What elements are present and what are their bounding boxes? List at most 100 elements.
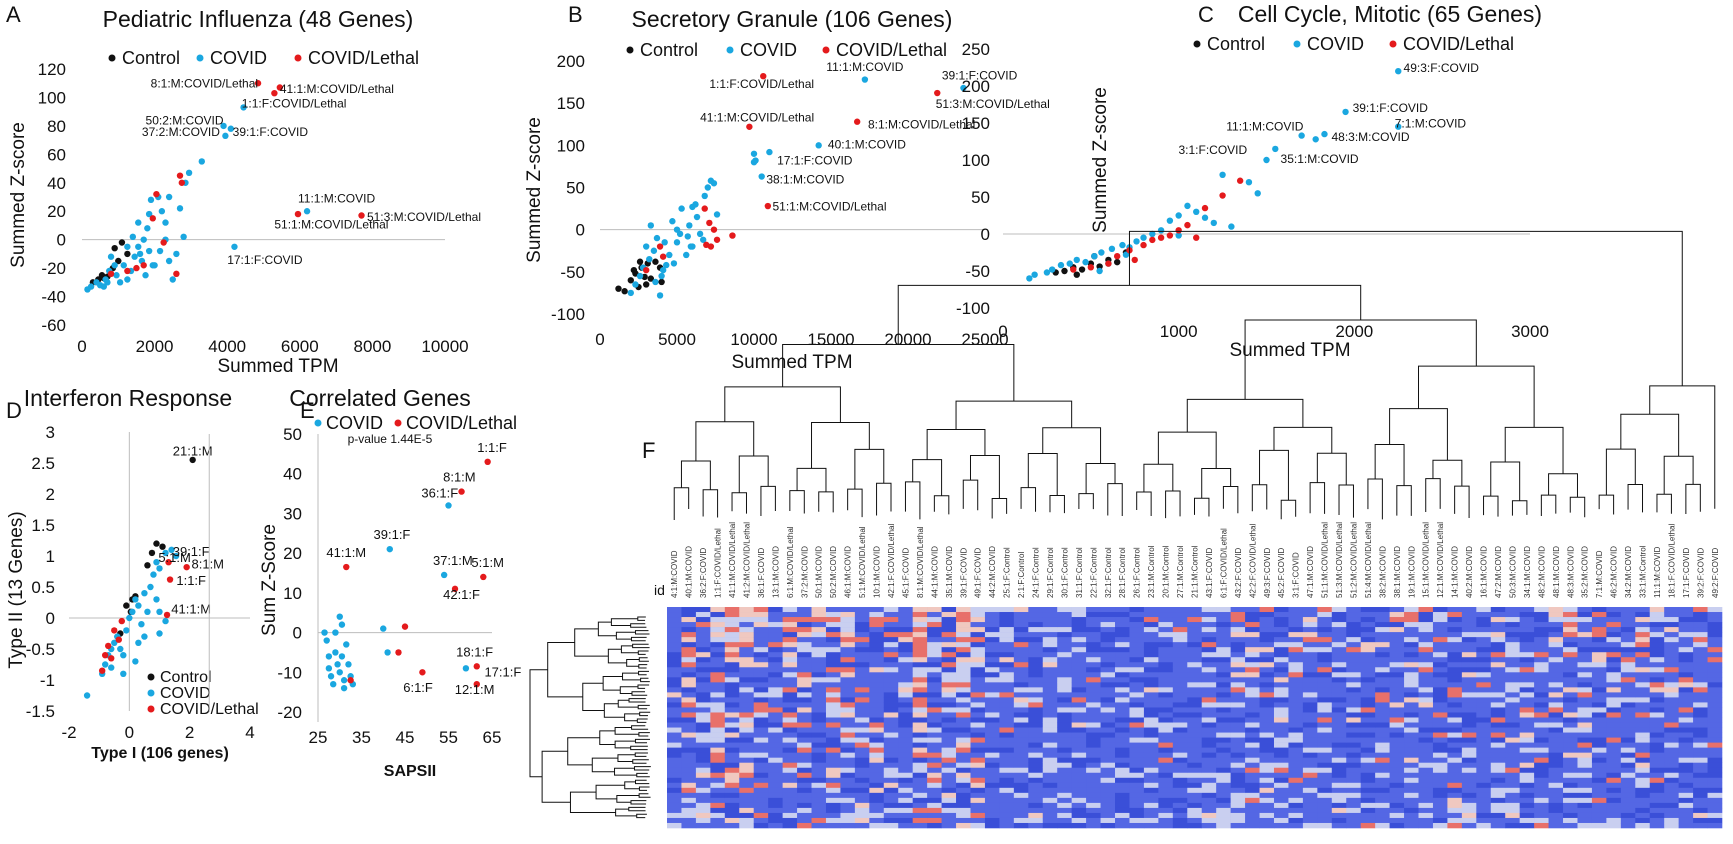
heatmap-cell	[1678, 707, 1694, 713]
heatmap-cell	[1086, 767, 1101, 774]
data-point-lethal	[1070, 266, 1077, 273]
heatmap-cell	[1230, 707, 1246, 713]
heatmap-cell	[1664, 627, 1679, 633]
heatmap-cell	[883, 737, 899, 743]
heatmap-cell	[1606, 797, 1622, 804]
heatmap-cell	[681, 612, 697, 618]
heatmap-cell	[883, 777, 899, 784]
data-point-covid	[340, 677, 348, 684]
heatmap-cell	[724, 697, 740, 703]
heatmap-cell	[1664, 752, 1679, 758]
heatmap-cell	[1115, 727, 1130, 733]
heatmap-cell	[1187, 667, 1203, 673]
heatmap-cell	[1620, 607, 1636, 613]
heatmap-cell	[811, 672, 827, 678]
heatmap-cell	[1115, 737, 1130, 743]
heatmap-cell	[710, 822, 726, 829]
heatmap-cell	[1143, 662, 1159, 668]
heatmap-cell	[1172, 662, 1188, 668]
heatmap-cell	[984, 712, 1000, 718]
heatmap-cell	[825, 747, 841, 753]
heatmap-cell	[1216, 632, 1231, 638]
heatmap-cell	[1461, 792, 1477, 799]
heatmap-cell	[1505, 732, 1520, 738]
data-point-covid	[120, 262, 127, 269]
heatmap-cell	[912, 617, 928, 623]
heatmap-cell	[753, 777, 769, 784]
heatmap-cell	[912, 677, 928, 683]
heatmap-cell	[739, 682, 755, 688]
legend-marker-control	[1193, 40, 1201, 48]
heatmap-cell	[825, 727, 841, 733]
heatmap-cell	[1693, 697, 1708, 703]
heatmap-cell	[1115, 722, 1130, 728]
heatmap-cell	[1129, 717, 1145, 723]
heatmap-cell	[1158, 607, 1174, 613]
heatmap-cell	[1302, 642, 1318, 648]
dendrogram-branch	[1598, 494, 1615, 515]
heatmap-cell	[1158, 792, 1174, 799]
heatmap-cell	[1461, 737, 1477, 743]
heatmap-cell	[1273, 637, 1289, 643]
heatmap-cell	[1432, 762, 1448, 769]
heatmap-cell	[1693, 617, 1708, 623]
dendrogram-branch	[854, 448, 885, 490]
x-tick-label: 0	[998, 322, 1007, 341]
heatmap-cell	[1331, 712, 1347, 718]
heatmap-cell	[1346, 727, 1361, 733]
point-annotation: 41:1:M	[171, 602, 211, 617]
heatmap-cell	[1418, 722, 1434, 728]
heatmap-cell	[1432, 677, 1448, 683]
heatmap-cell	[912, 737, 928, 743]
heatmap-column-label: 38:1:M:COVID	[1393, 546, 1402, 598]
heatmap-cell	[1649, 652, 1665, 658]
heatmap-cell	[1519, 657, 1535, 663]
heatmap-cell	[1360, 757, 1376, 764]
heatmap-cell	[1375, 697, 1390, 703]
heatmap-cell	[1606, 652, 1622, 658]
heatmap-cell	[797, 702, 812, 708]
heatmap-cell	[695, 802, 711, 809]
heatmap-cell	[1086, 627, 1101, 633]
heatmap-cell	[1664, 737, 1679, 743]
heatmap-column-label: 44:2:M:COVID	[988, 546, 997, 598]
heatmap-cell	[753, 632, 769, 638]
heatmap-cell	[1577, 782, 1593, 789]
heatmap-cell	[710, 697, 726, 703]
heatmap-cell	[724, 692, 740, 698]
data-point-covid	[145, 247, 153, 255]
heatmap-cell	[768, 657, 783, 663]
heatmap-cell	[695, 707, 711, 713]
heatmap-cell	[1461, 782, 1477, 789]
heatmap-cell	[970, 677, 986, 683]
data-point-lethal	[165, 559, 172, 566]
legend-label-lethal: COVID/Lethal	[308, 48, 419, 68]
heatmap-cell	[1404, 647, 1419, 653]
heatmap-cell	[1100, 807, 1116, 814]
heatmap-cell	[1273, 792, 1289, 799]
heatmap-cell	[724, 812, 740, 819]
heatmap-cell	[782, 727, 798, 733]
heatmap-cell	[1230, 687, 1246, 693]
heatmap-cell	[1028, 637, 1044, 643]
heatmap-cell	[1172, 672, 1188, 678]
data-point-covid	[131, 253, 138, 260]
heatmap-cell	[1346, 757, 1361, 764]
heatmap-cell	[1143, 647, 1159, 653]
heatmap-column-label: 32:1:F:Control	[1104, 547, 1113, 598]
heatmap-cell	[1013, 687, 1029, 693]
heatmap-cell	[1447, 712, 1463, 718]
data-point-covid	[646, 255, 653, 263]
heatmap-cell	[1172, 712, 1188, 718]
data-point-covid	[132, 596, 139, 603]
heatmap-cell	[1317, 787, 1333, 794]
heatmap-cell	[1620, 707, 1636, 713]
heatmap-cell	[667, 822, 682, 829]
heatmap-cell	[1028, 692, 1044, 698]
heatmap-cell	[811, 682, 827, 688]
heatmap-cell	[1389, 817, 1405, 824]
heatmap-cell	[898, 682, 913, 688]
heatmap-cell	[1635, 647, 1651, 653]
heatmap-cell	[1057, 787, 1072, 794]
heatmap-cell	[1490, 662, 1506, 668]
